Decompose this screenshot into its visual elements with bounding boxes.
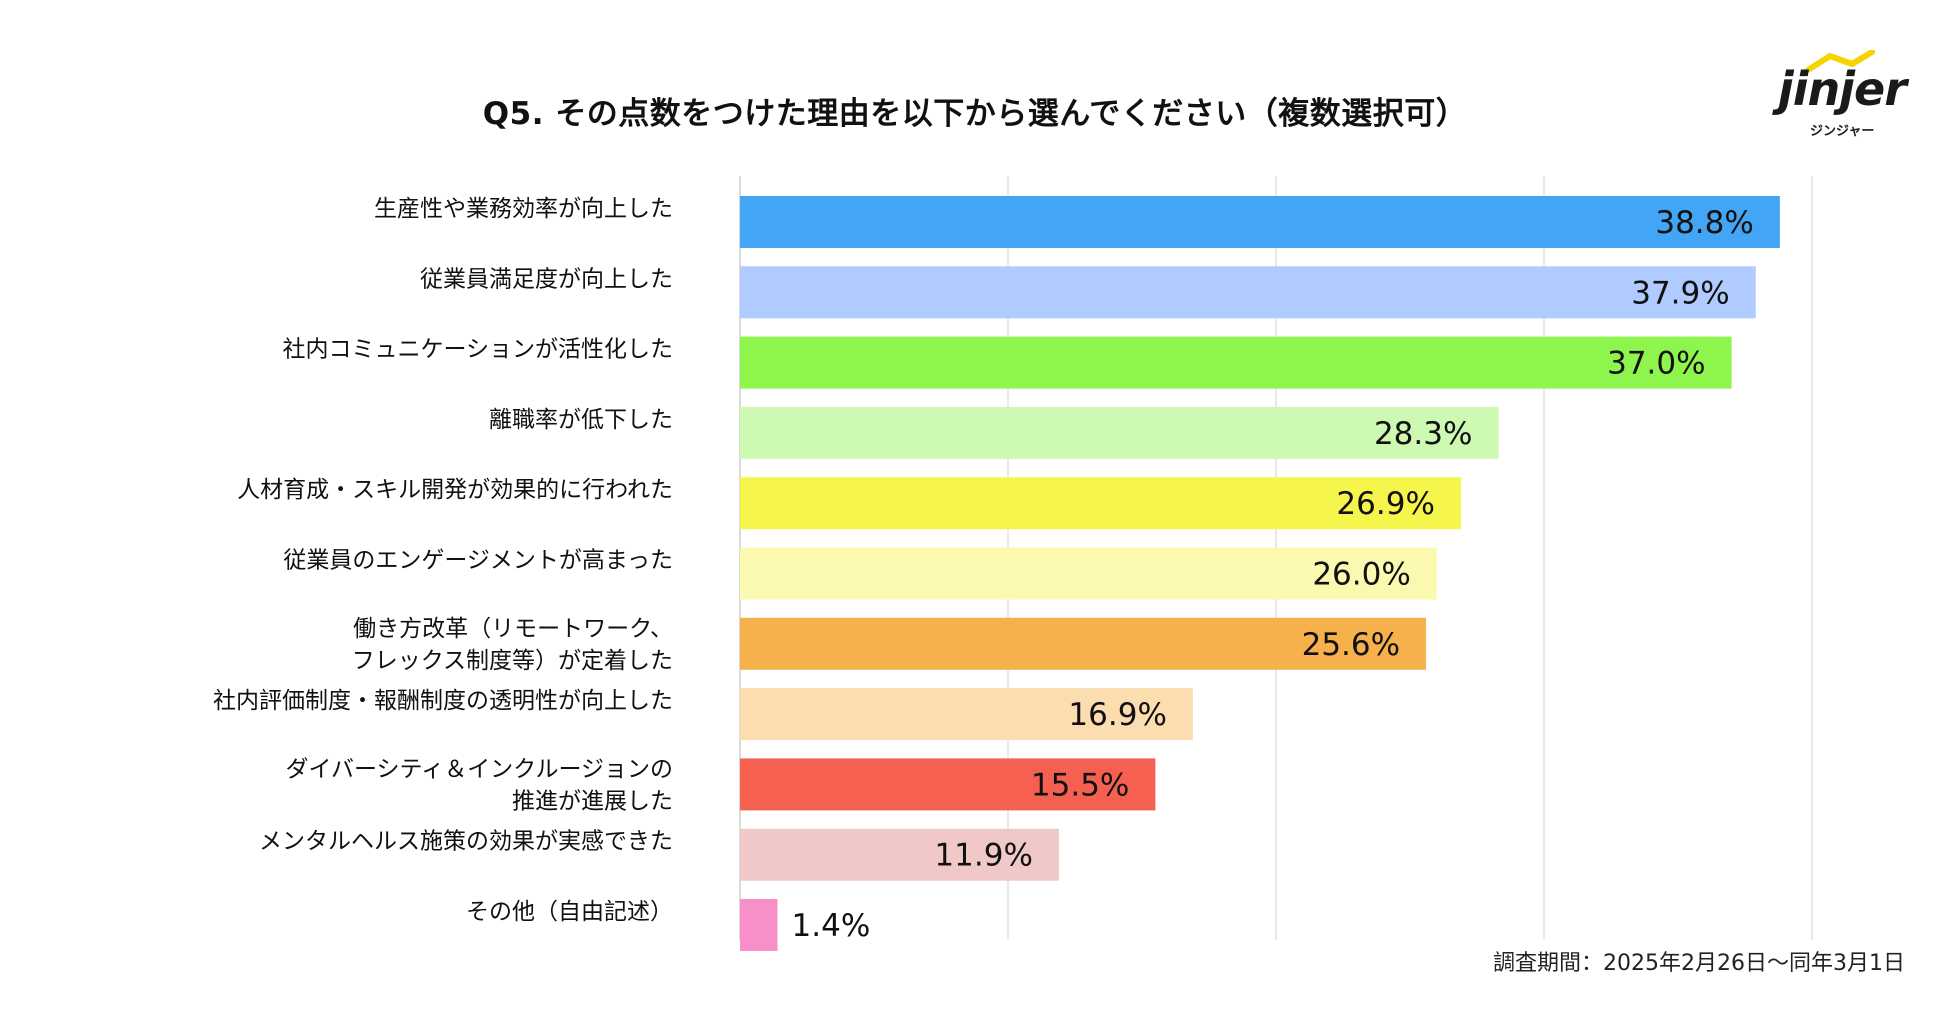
category-label: 社内評価制度・報酬制度の透明性が向上した [213,688,673,714]
bar [740,196,1780,248]
value-label: 26.0% [1312,557,1410,593]
category-label: フレックス制度等）が定着した [352,648,673,674]
value-label: 37.0% [1607,346,1705,382]
survey-period: 調査期間：2025年2月26日〜同年3月1日 [1493,951,1905,976]
value-label: 28.3% [1374,416,1472,452]
category-label: 働き方改革（リモートワーク、 [353,616,673,642]
bar [740,266,1756,319]
category-label: ダイバーシティ＆インクルージョンの [285,756,673,782]
category-label: 生産性や業務効率が向上した [374,196,673,222]
value-label: 38.8% [1655,205,1753,241]
bar [740,688,1193,741]
bar [740,547,1437,600]
category-label: 従業員満足度が向上した [420,266,673,292]
value-label: 25.6% [1302,627,1400,663]
category-label: 推進が進展した [512,788,673,814]
category-label: 従業員のエンゲージメントが高まった [283,548,673,574]
value-label: 11.9% [934,838,1032,874]
chart-title: Q5. その点数をつけた理由を以下から選んでください（複数選択可） [482,96,1468,132]
category-label: その他（自由記述） [466,899,673,925]
bar [740,899,778,951]
bar [740,617,1427,670]
bar [740,477,1461,530]
category-label: 離職率が低下した [489,407,673,433]
bar [740,758,1156,811]
logo-word: jinjer [1778,62,1907,116]
value-label: 1.4% [792,908,871,944]
logo-subtitle: ジンジャー [1810,124,1875,139]
category-label: 社内コミュニケーションが活性化した [282,337,673,363]
logo-roof-icon [1805,50,1875,72]
value-label: 37.9% [1631,275,1729,311]
bar [740,828,1059,881]
value-label: 16.9% [1068,697,1166,733]
category-label: 人材育成・スキル開発が効果的に行われた [237,477,673,503]
bar [740,336,1732,389]
category-label: メンタルヘルス施策の効果が実感できた [259,829,673,855]
bar [740,406,1499,459]
jinjer-logo: jinjer ジンジャー [1770,50,1910,140]
value-label: 26.9% [1336,486,1434,522]
value-label: 15.5% [1031,767,1129,803]
